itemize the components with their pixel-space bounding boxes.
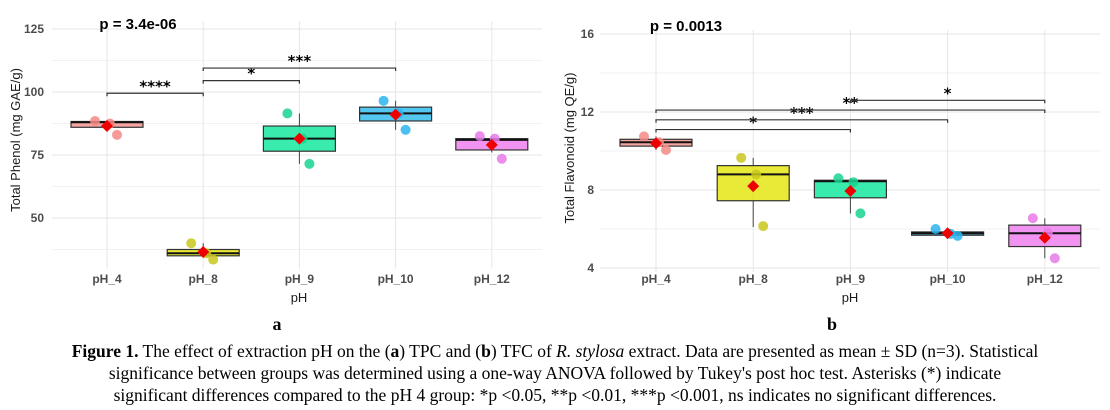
mean-marker xyxy=(389,108,402,121)
x-tick-label: pH_12 xyxy=(1027,272,1063,286)
significance-label: * xyxy=(749,114,757,132)
y-axis-label: Total Flavonoid (mg QE/g) xyxy=(562,72,577,223)
panel-label: b xyxy=(827,314,837,334)
significance-label: * xyxy=(247,65,255,83)
data-point xyxy=(208,254,219,265)
mean-marker xyxy=(844,184,857,197)
y-tick-label: 8 xyxy=(587,183,594,197)
y-tick-label: 125 xyxy=(24,22,44,36)
y-tick-label: 75 xyxy=(31,148,45,162)
data-point xyxy=(1027,213,1038,224)
mean-marker xyxy=(747,180,760,193)
data-point xyxy=(930,224,941,234)
y-tick-label: 100 xyxy=(24,85,44,99)
mean-marker xyxy=(1038,231,1051,244)
mean-marker xyxy=(101,120,113,133)
x-tick-label: pH_8 xyxy=(739,272,769,286)
significance-bracket xyxy=(202,67,397,72)
significance-bracket xyxy=(202,80,300,84)
data-point xyxy=(661,145,671,156)
mean-marker xyxy=(197,246,210,259)
significance-bracket xyxy=(655,128,851,133)
significance-bracket xyxy=(655,109,1046,114)
significance-bracket xyxy=(849,99,1046,104)
x-tick-label: pH_4 xyxy=(641,272,671,286)
mean-marker xyxy=(293,132,306,145)
data-point xyxy=(848,177,859,188)
anova-p-value: p = 0.0013 xyxy=(650,18,722,35)
significance-bracket xyxy=(655,119,949,123)
data-point xyxy=(90,115,100,126)
x-tick-label: pH_9 xyxy=(285,272,315,286)
mean-marker xyxy=(941,227,954,240)
data-point xyxy=(751,169,762,180)
panel-label: a xyxy=(273,314,282,334)
data-point xyxy=(952,230,963,241)
anova-p-value: p = 3.4e-06 xyxy=(99,16,176,33)
data-point xyxy=(758,221,769,232)
data-point xyxy=(833,173,844,184)
data-point xyxy=(378,95,389,106)
data-point xyxy=(736,152,747,163)
significance-label: * xyxy=(944,84,952,102)
data-point xyxy=(639,131,649,142)
mean-marker xyxy=(485,138,498,151)
x-tick-label: pH_8 xyxy=(189,272,219,286)
significance-bracket xyxy=(106,92,204,97)
figure-caption: Figure 1. The effect of extraction pH on… xyxy=(0,340,1110,406)
caption-line-3: significant differences compared to the … xyxy=(113,385,997,405)
data-point xyxy=(496,153,507,164)
y-axis-label: Total Phenol (mg GAE/g) xyxy=(8,68,23,212)
x-tick-label: pH_10 xyxy=(930,272,966,286)
significance-label: **** xyxy=(139,77,171,95)
mean-marker xyxy=(650,137,662,150)
data-point xyxy=(186,238,197,249)
caption-line-1: Figure 1. The effect of extraction pH on… xyxy=(71,341,1039,361)
y-tick-label: 16 xyxy=(581,27,595,41)
data-point xyxy=(855,208,866,219)
x-tick-label: pH_12 xyxy=(474,272,510,286)
data-point xyxy=(282,108,293,119)
x-tick-label: pH_10 xyxy=(378,272,414,286)
x-tick-label: pH_9 xyxy=(836,272,866,286)
significance-label: *** xyxy=(288,52,312,70)
data-point xyxy=(474,131,485,142)
x-axis-label: pH xyxy=(842,290,859,305)
caption-line-2: significance between groups was determin… xyxy=(108,363,1002,383)
data-point xyxy=(1049,253,1060,264)
x-tick-label: pH_4 xyxy=(92,272,122,286)
figure-chart: 50 75 100 125 pH_4 pH_8 pH_9 pH_10 pH_12 pH Total … xyxy=(8,16,1100,334)
data-point xyxy=(400,124,411,135)
significance-label: *** xyxy=(790,104,814,122)
y-tick-label: 4 xyxy=(587,261,594,275)
y-tick-label: 12 xyxy=(581,105,595,119)
x-axis-label: pH xyxy=(291,290,308,305)
data-point xyxy=(304,158,315,169)
data-point xyxy=(112,129,122,140)
y-tick-label: 50 xyxy=(31,211,45,225)
